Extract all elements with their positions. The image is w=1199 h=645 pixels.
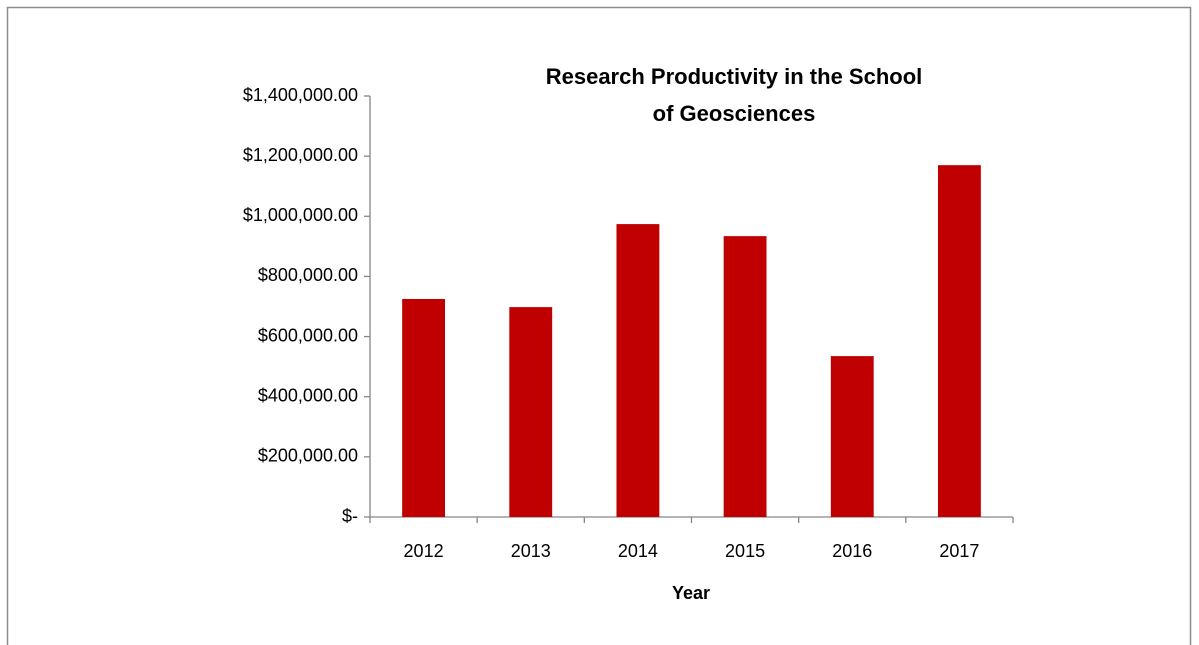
x-tick-label: 2014 bbox=[618, 541, 658, 561]
bar bbox=[937, 165, 981, 517]
y-tick-label: $1,000,000.00 bbox=[243, 205, 358, 225]
y-tick-label: $600,000.00 bbox=[258, 325, 358, 345]
x-axis-label: Year bbox=[672, 583, 710, 603]
x-tick-label: 2017 bbox=[939, 541, 979, 561]
y-tick-label: $200,000.00 bbox=[258, 446, 358, 466]
bar bbox=[616, 224, 660, 517]
chart-title: Research Productivity in the School of G… bbox=[545, 64, 923, 126]
x-tick-label: 2015 bbox=[725, 541, 765, 561]
y-tick-label: $- bbox=[342, 506, 358, 526]
y-tick-label: $400,000.00 bbox=[258, 385, 358, 405]
y-tick-label: $800,000.00 bbox=[258, 265, 358, 285]
bar bbox=[723, 236, 767, 517]
bar bbox=[509, 307, 553, 517]
y-tick-label: $1,200,000.00 bbox=[243, 145, 358, 165]
chart-border bbox=[6, 6, 1192, 645]
bar bbox=[402, 298, 446, 517]
y-tick-label: $1,400,000.00 bbox=[243, 85, 358, 105]
x-tick-label: 2016 bbox=[832, 541, 872, 561]
x-tick-label: 2012 bbox=[404, 541, 444, 561]
x-tick-label: 2013 bbox=[511, 541, 551, 561]
bar bbox=[830, 356, 874, 517]
